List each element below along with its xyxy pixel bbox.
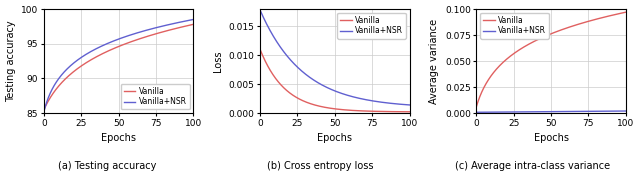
Vanilla+NSR <box>106 42 113 44</box>
Vanilla+NSR <box>40 111 48 113</box>
Y-axis label: Average variance: Average variance <box>429 18 439 104</box>
Vanilla <box>189 23 197 25</box>
Vanilla+NSR <box>373 101 381 103</box>
Text: (a) Testing accuracy: (a) Testing accuracy <box>58 161 157 171</box>
Vanilla <box>589 19 596 21</box>
Vanilla+NSR <box>317 83 324 85</box>
Vanilla <box>256 49 264 51</box>
Vanilla+NSR <box>143 29 150 31</box>
X-axis label: Epochs: Epochs <box>101 133 136 143</box>
Text: (c) Average intra-class variance: (c) Average intra-class variance <box>455 161 610 171</box>
Vanilla <box>488 74 495 76</box>
Vanilla+NSR <box>472 111 480 113</box>
Vanilla+NSR <box>589 110 596 112</box>
Line: Vanilla: Vanilla <box>476 12 626 107</box>
Vanilla <box>359 110 367 112</box>
X-axis label: Epochs: Epochs <box>534 133 568 143</box>
Vanilla+NSR <box>592 110 600 112</box>
Line: Vanilla+NSR: Vanilla+NSR <box>44 19 193 112</box>
Vanilla <box>406 111 413 113</box>
Line: Vanilla+NSR: Vanilla+NSR <box>260 10 410 105</box>
Vanilla+NSR <box>189 18 197 21</box>
Vanilla+NSR <box>322 86 330 88</box>
Vanilla <box>106 49 113 51</box>
Vanilla+NSR <box>538 111 546 113</box>
Vanilla <box>40 109 48 111</box>
Vanilla <box>100 52 108 54</box>
Vanilla <box>533 39 541 41</box>
Vanilla+NSR <box>406 104 413 106</box>
Vanilla <box>55 84 63 87</box>
Vanilla+NSR <box>622 110 630 112</box>
Vanilla+NSR <box>488 111 495 113</box>
Vanilla+NSR <box>271 38 279 41</box>
Vanilla <box>538 37 546 39</box>
Legend: Vanilla, Vanilla+NSR: Vanilla, Vanilla+NSR <box>121 84 189 109</box>
Vanilla+NSR <box>100 44 108 46</box>
Vanilla <box>472 106 480 108</box>
Vanilla+NSR <box>376 101 383 103</box>
Vanilla <box>159 31 167 33</box>
Legend: Vanilla, Vanilla+NSR: Vanilla, Vanilla+NSR <box>337 13 406 38</box>
Vanilla+NSR <box>157 26 164 28</box>
X-axis label: Epochs: Epochs <box>317 133 353 143</box>
Line: Vanilla: Vanilla <box>44 24 193 110</box>
Vanilla <box>376 110 383 113</box>
Vanilla <box>373 110 381 112</box>
Y-axis label: Testing accuracy: Testing accuracy <box>6 20 15 102</box>
Line: Vanilla+NSR: Vanilla+NSR <box>476 111 626 112</box>
Vanilla <box>622 11 630 13</box>
Vanilla <box>592 18 600 20</box>
Y-axis label: Loss: Loss <box>213 50 223 72</box>
Line: Vanilla: Vanilla <box>260 50 410 112</box>
Vanilla+NSR <box>159 25 167 27</box>
Vanilla <box>143 36 150 38</box>
Vanilla <box>157 31 164 34</box>
Vanilla <box>317 105 324 107</box>
Legend: Vanilla, Vanilla+NSR: Vanilla, Vanilla+NSR <box>480 13 548 38</box>
Vanilla <box>271 77 279 79</box>
Text: (b) Cross entropy loss: (b) Cross entropy loss <box>267 161 373 171</box>
Vanilla+NSR <box>256 9 264 11</box>
Vanilla+NSR <box>55 77 63 79</box>
Vanilla+NSR <box>359 98 367 100</box>
Vanilla+NSR <box>533 111 541 113</box>
Vanilla <box>322 107 330 109</box>
Vanilla <box>575 23 583 25</box>
Vanilla+NSR <box>575 110 583 113</box>
